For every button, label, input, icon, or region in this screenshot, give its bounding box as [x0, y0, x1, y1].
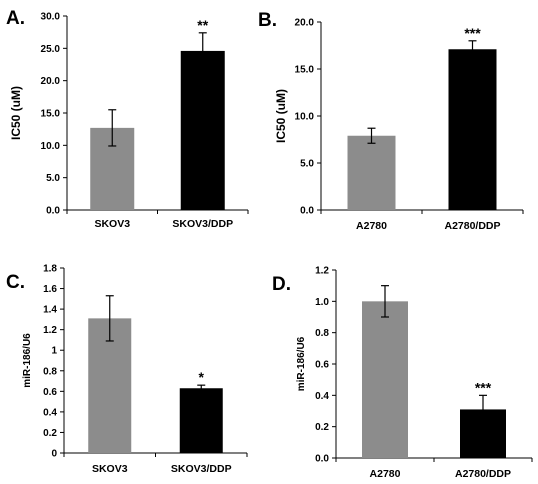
bar-skov3-ddp	[179, 388, 223, 453]
y-axis-title: IC50 (uM)	[274, 89, 288, 143]
panel-label: A.	[6, 8, 25, 29]
y-tick-label: 0.0	[300, 206, 314, 217]
y-tick-label: 1.2	[315, 266, 329, 277]
y-tick-label: 20.0	[41, 76, 61, 87]
y-tick-label: 1.6	[43, 284, 57, 295]
y-tick-label: 0.2	[315, 422, 329, 433]
significance-marker: **	[197, 17, 208, 33]
y-tick-label: 0.4	[43, 407, 57, 418]
y-tick-label: 10.0	[295, 112, 315, 123]
y-tick-label: 1.0	[315, 297, 329, 308]
y-tick-label: 0.4	[315, 391, 329, 402]
y-tick-label: 30.0	[41, 12, 61, 23]
x-category-label: A2780/DDP	[444, 220, 500, 232]
x-category-label: SKOV3	[92, 463, 128, 475]
x-category-label: A2780	[370, 468, 401, 480]
y-tick-label: 0.6	[43, 387, 57, 398]
x-category-label: A2780	[356, 220, 387, 232]
bar-a2780	[362, 301, 408, 458]
chart-panel-2: B. 0.0 5.0 10.0 15.0 20.0 IC50 (uM) A2780 *** A27…	[258, 10, 524, 232]
significance-marker: ***	[475, 379, 492, 395]
y-tick-label: 0.0	[46, 206, 60, 217]
y-tick-label: 25.0	[41, 44, 61, 55]
y-axis-title: miR-186/U6	[22, 333, 33, 388]
y-tick-label: 1	[51, 346, 57, 357]
chart-panel-3: C. 0 0.2 0.4 0.6 0.8 1 1.2 1.4 1.6 1.8 miR-186/U6 SK…	[6, 264, 248, 475]
y-tick-label: 1.8	[43, 264, 57, 275]
significance-marker: *	[199, 369, 205, 385]
bar-a2780-ddp	[448, 49, 497, 211]
y-tick-label: 5.0	[300, 159, 314, 170]
significance-marker: ***	[464, 25, 481, 41]
x-category-label: SKOV3/DDP	[172, 218, 233, 230]
y-tick-label: 15.0	[295, 65, 315, 76]
y-tick-label: 0.8	[43, 366, 57, 377]
y-tick-label: 0.8	[315, 328, 329, 339]
y-tick-label: 0.0	[315, 454, 329, 465]
y-tick-label: 5.0	[46, 173, 60, 184]
y-tick-label: 1.2	[43, 325, 57, 336]
chart-panel-1: A. 0.0 5.0 10.0 15.0 20.0 25.0 30.0 IC50 (uM) SKO…	[6, 8, 249, 230]
x-category-label: SKOV3/DDP	[171, 463, 232, 475]
y-tick-label: 1.4	[43, 305, 57, 316]
x-category-label: A2780/DDP	[455, 468, 511, 480]
panel-label: C.	[6, 272, 25, 293]
x-category-label: SKOV3	[94, 218, 130, 230]
y-tick-label: 15.0	[41, 109, 61, 120]
y-axis-title: IC50 (uM)	[9, 86, 23, 140]
y-tick-label: 0	[51, 449, 57, 460]
bar-a2780	[347, 135, 396, 210]
y-tick-label: 10.0	[41, 141, 61, 152]
y-axis-title: miR-186/U6	[296, 336, 307, 391]
y-tick-label: 0.6	[315, 360, 329, 371]
panel-label: D.	[272, 274, 291, 295]
panel-label: B.	[258, 10, 277, 31]
y-tick-label: 20.0	[295, 18, 315, 29]
chart-panel-4: D. 0.0 0.2 0.4 0.6 0.8 1.0 1.2 miR-186/U6 A2780 **…	[272, 266, 533, 480]
bar-skov3-ddp	[180, 50, 225, 210]
y-tick-label: 0.2	[43, 428, 57, 439]
